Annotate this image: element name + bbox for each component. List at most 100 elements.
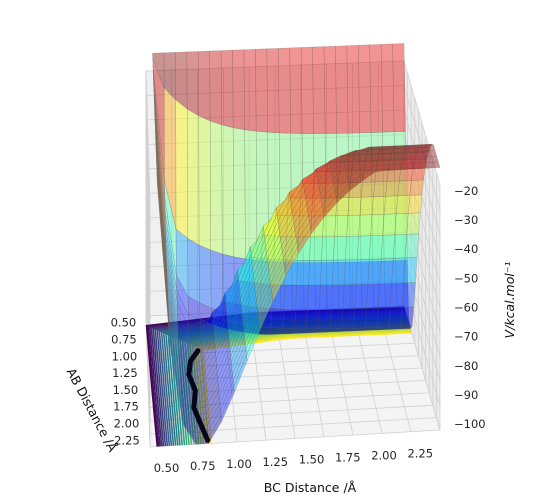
surface-patch — [417, 143, 433, 149]
y-tick-label: 0.75 — [111, 333, 137, 347]
surface-patch — [257, 317, 271, 335]
surface-patch — [281, 328, 295, 335]
surface-patch — [354, 284, 369, 310]
surface-patch — [219, 373, 234, 410]
surface-patch — [165, 235, 178, 324]
surface-patch — [267, 131, 281, 263]
surface-patch — [152, 59, 165, 181]
surface-patch — [188, 321, 202, 339]
surface-patch — [309, 204, 324, 229]
surface-patch — [323, 45, 337, 134]
surface-patch — [390, 148, 406, 154]
surface-patch — [334, 215, 349, 237]
x-tick-label: 1.00 — [226, 457, 252, 471]
surface-patch — [291, 191, 306, 219]
surface-patch — [337, 170, 352, 184]
contour-line — [160, 313, 407, 446]
surface-patch — [238, 254, 253, 293]
surface-patch — [300, 183, 315, 199]
surface-patch — [357, 235, 371, 260]
surface-patch — [359, 132, 373, 263]
surface-patch — [236, 279, 250, 307]
surface-patch — [203, 352, 217, 383]
surface-patch — [371, 153, 387, 161]
surface-patch — [163, 87, 177, 230]
contour-line — [148, 307, 405, 447]
surface-patch — [250, 226, 264, 256]
surface-patch — [225, 269, 239, 310]
surface-patch — [209, 120, 223, 255]
surface-patch — [293, 203, 308, 231]
surface-patch — [341, 308, 355, 329]
surface-patch — [370, 214, 385, 236]
surface-patch — [315, 320, 329, 333]
surface-patch — [423, 155, 439, 163]
surface-patch — [379, 145, 395, 150]
surface-patch — [154, 106, 167, 270]
surface-patch — [199, 302, 213, 325]
surface-patch — [305, 180, 320, 205]
surface-patch — [247, 305, 261, 328]
surface-patch — [360, 159, 375, 176]
surface-patch — [177, 313, 190, 349]
surface-patch — [180, 387, 194, 415]
surface-patch — [319, 178, 335, 200]
surface-patch — [211, 316, 225, 329]
surface-patch — [341, 149, 356, 156]
surface-patch — [400, 159, 415, 170]
y-tick-label: 2.00 — [114, 416, 140, 430]
y-tick-label: 1.50 — [113, 383, 139, 397]
surface-patch — [420, 144, 436, 152]
surface-patch — [246, 323, 261, 362]
surface-patch — [259, 283, 274, 309]
surface-patch — [269, 251, 284, 285]
surface-patch — [403, 147, 419, 154]
surface-patch — [177, 322, 191, 358]
surface-patch — [156, 166, 170, 335]
surface-patch — [289, 47, 303, 134]
surface-patch — [397, 180, 412, 197]
surface-patch — [339, 161, 354, 172]
surface-patch — [270, 257, 285, 291]
surface-patch — [281, 222, 296, 253]
surface-patch — [255, 130, 269, 262]
surface-patch — [276, 191, 291, 222]
surface-patch — [213, 300, 227, 339]
surface-patch — [214, 316, 228, 353]
surface-patch — [321, 190, 337, 212]
surface-patch — [411, 167, 426, 181]
surface-patch — [295, 285, 309, 310]
trajectory-path — [186, 348, 211, 443]
surface-patch — [314, 161, 329, 172]
surface-patch — [164, 211, 178, 303]
surface-patch — [364, 307, 379, 329]
surface-patch — [401, 152, 417, 161]
surface-patch — [308, 198, 323, 223]
surface-patch — [384, 152, 399, 160]
surface-patch — [299, 197, 313, 217]
surface-patch — [381, 145, 397, 148]
surface-patch — [201, 329, 215, 361]
surface-patch — [380, 43, 395, 133]
surface-patch — [296, 260, 310, 286]
surface-patch — [360, 261, 375, 320]
surface-patch — [398, 326, 413, 330]
contour-line — [150, 308, 406, 447]
surface-patch — [386, 168, 401, 182]
surface-patch — [355, 259, 370, 285]
surface-patch — [323, 196, 338, 218]
surface-patch — [362, 169, 377, 183]
surface-patch — [261, 234, 275, 260]
surface-patch — [345, 235, 359, 261]
surface-patch — [321, 236, 335, 261]
surface-patch — [260, 258, 274, 285]
surface-patch — [409, 151, 425, 158]
surface-patch — [282, 308, 296, 330]
surface-patch — [334, 178, 350, 198]
surface-patch — [409, 179, 424, 196]
surface-patch — [215, 323, 229, 360]
surface-patch — [391, 257, 406, 284]
surface-patch — [198, 115, 211, 251]
surface-patch — [347, 196, 362, 216]
